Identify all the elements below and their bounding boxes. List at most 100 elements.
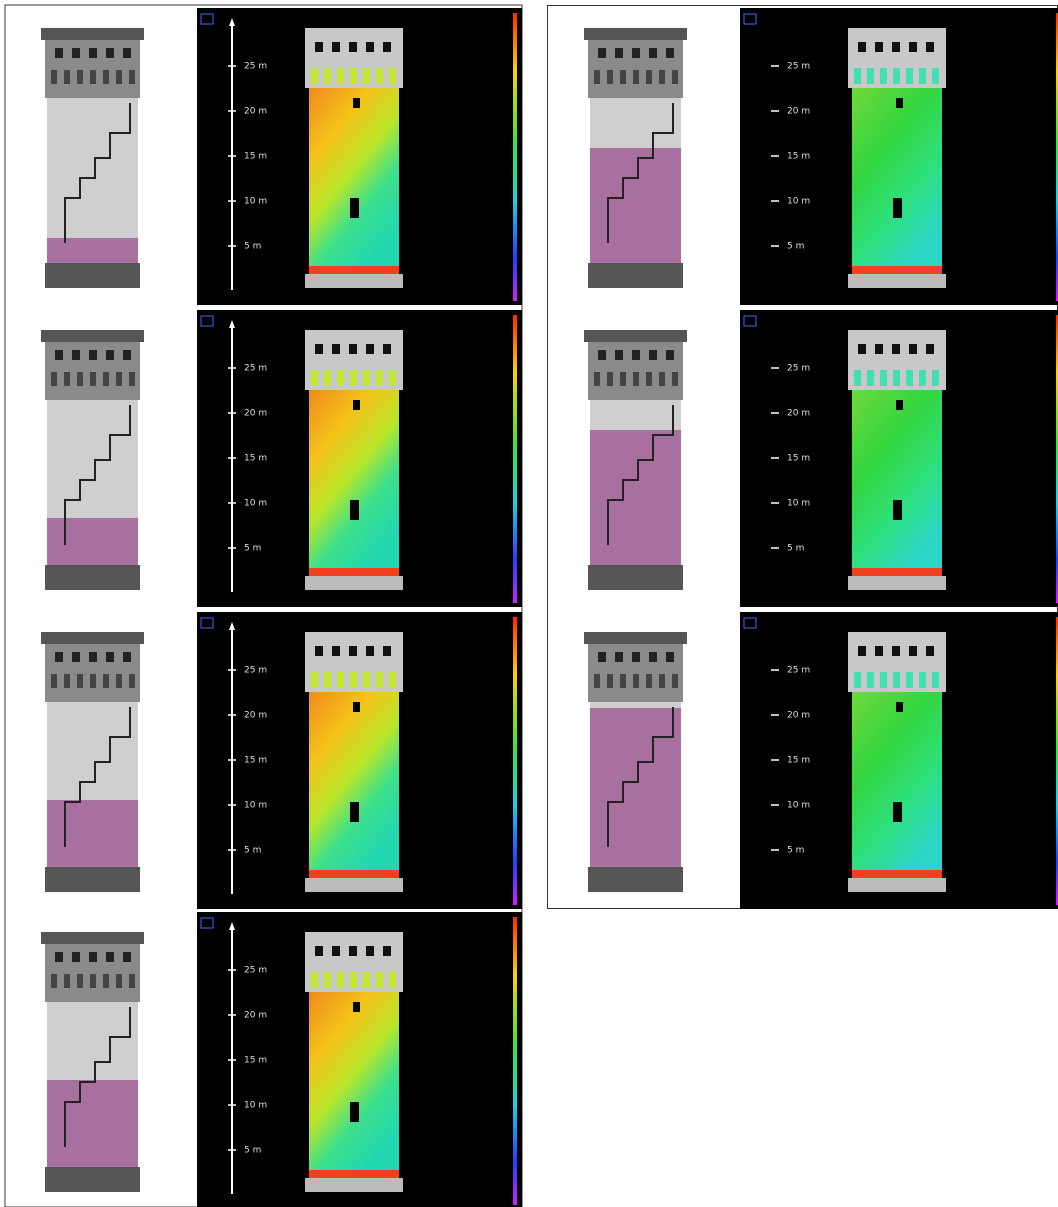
scan-arch	[311, 370, 318, 386]
window	[72, 652, 80, 662]
arch	[103, 974, 109, 988]
scan-window	[875, 42, 883, 52]
color-bar	[513, 315, 517, 603]
tower-top	[41, 28, 144, 40]
scale-label: 20 m	[244, 107, 267, 117]
panel: 25 m20 m15 m10 m5 m	[41, 310, 522, 607]
scan-arch	[363, 672, 370, 688]
window	[598, 652, 606, 662]
arch	[633, 372, 639, 386]
scan-arch	[311, 68, 318, 84]
scan-window	[332, 42, 340, 52]
scan-arch	[350, 672, 357, 688]
arch	[51, 974, 57, 988]
deviation-map	[309, 992, 399, 1174]
window	[632, 350, 640, 360]
scan-arch	[350, 370, 357, 386]
scan-window	[366, 344, 374, 354]
window	[89, 952, 97, 962]
scan-window	[332, 946, 340, 956]
scan-window	[349, 646, 357, 656]
scan-base	[305, 274, 403, 288]
scan-arch	[932, 370, 939, 386]
scan-window	[383, 646, 391, 656]
scale-label: 25 m	[244, 364, 267, 374]
scale-label: 20 m	[787, 409, 810, 419]
scale-label: 25 m	[244, 966, 267, 976]
scan-arch	[919, 370, 926, 386]
arch	[116, 70, 122, 84]
arch	[64, 674, 70, 688]
scan-arch	[906, 672, 913, 688]
scale-label: 15 m	[787, 152, 810, 162]
scan-arch	[867, 672, 874, 688]
scale-label: 5 m	[244, 846, 261, 856]
window	[55, 350, 63, 360]
window	[666, 350, 674, 360]
window	[123, 952, 131, 962]
arch	[620, 70, 626, 84]
scan-window	[315, 946, 323, 956]
arch	[646, 70, 652, 84]
window	[72, 350, 80, 360]
scan-arch	[376, 972, 383, 988]
scan-window	[332, 646, 340, 656]
arch	[129, 674, 135, 688]
scan-arch	[919, 672, 926, 688]
arch	[51, 674, 57, 688]
scan-arch	[350, 972, 357, 988]
scan-arch	[337, 68, 344, 84]
scale-label: 15 m	[244, 1056, 267, 1066]
arch	[64, 70, 70, 84]
window	[89, 48, 97, 58]
window	[106, 952, 114, 962]
scale-label: 25 m	[244, 62, 267, 72]
window	[106, 350, 114, 360]
scan-arch	[324, 68, 331, 84]
scan-base	[305, 878, 403, 892]
tower-base	[45, 867, 140, 892]
scale-label: 20 m	[787, 107, 810, 117]
scale-label: 25 m	[244, 666, 267, 676]
arch	[103, 372, 109, 386]
scale-label: 10 m	[244, 801, 267, 811]
arch	[90, 974, 96, 988]
scale-label: 20 m	[244, 409, 267, 419]
monitored-zone	[47, 800, 138, 867]
scale-label: 15 m	[787, 454, 810, 464]
panel: 25 m20 m15 m10 m5 m	[41, 912, 522, 1207]
scan-arch	[311, 972, 318, 988]
scan-arch	[363, 370, 370, 386]
scan-arch	[376, 672, 383, 688]
arch	[116, 372, 122, 386]
deviation-map	[852, 692, 942, 874]
scan-band	[852, 266, 942, 274]
window	[89, 350, 97, 360]
tower-base	[588, 565, 683, 590]
scan-window	[875, 344, 883, 354]
tower-base	[45, 565, 140, 590]
tower-top	[41, 932, 144, 944]
scale-label: 5 m	[787, 846, 804, 856]
window	[615, 652, 623, 662]
arch	[659, 674, 665, 688]
color-bar	[513, 917, 517, 1205]
arch	[633, 674, 639, 688]
scan-arch	[880, 68, 887, 84]
scan-base	[305, 576, 403, 590]
scan-opening	[893, 198, 902, 218]
scan-arch	[324, 672, 331, 688]
panel: 25 m20 m15 m10 m5 m	[41, 612, 522, 909]
scan-arch	[311, 672, 318, 688]
panel: 25 m20 m15 m10 m5 m	[584, 612, 1058, 909]
scan-window	[909, 344, 917, 354]
color-bar	[513, 617, 517, 905]
scan-window	[315, 42, 323, 52]
scan-window	[892, 42, 900, 52]
scan-arch	[350, 68, 357, 84]
scan-base	[848, 878, 946, 892]
arch	[594, 70, 600, 84]
tower-base	[588, 263, 683, 288]
scan-band	[309, 266, 399, 274]
arch	[646, 372, 652, 386]
